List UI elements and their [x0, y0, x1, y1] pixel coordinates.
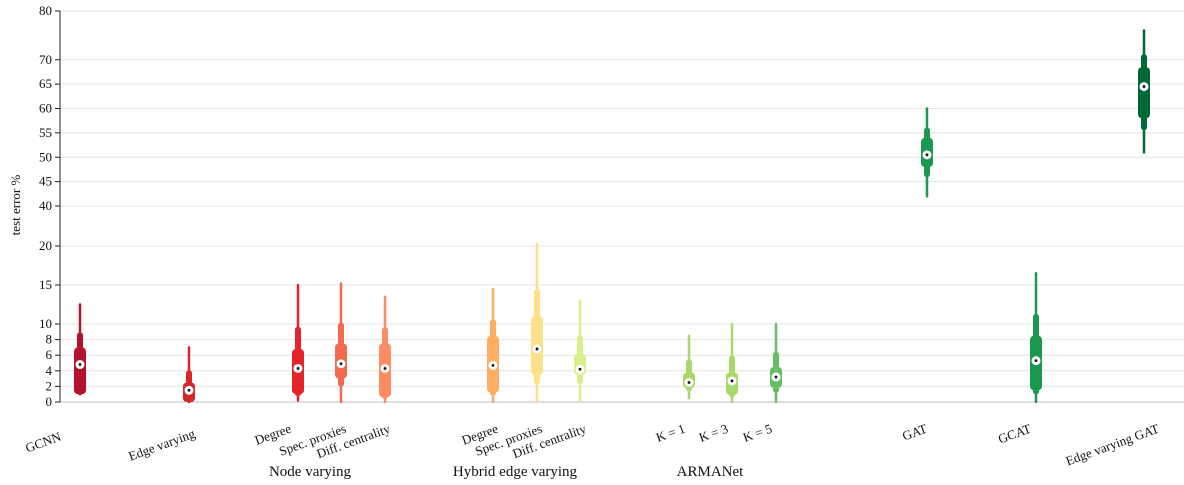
violin-node-varying-diff-centrality: [379, 295, 391, 404]
group-label-hybrid-edge-varying: Hybrid edge varying: [453, 464, 578, 480]
y-tick-label: 20: [39, 238, 52, 253]
iqr-box: [74, 347, 86, 395]
x-tick-label: GCNN: [23, 429, 63, 456]
violin-gcat: [1030, 272, 1042, 404]
median-dot: [78, 363, 82, 366]
y-tick-label: 45: [39, 174, 52, 189]
violin-armanet-k-5: [770, 322, 782, 404]
y-tick-label: 70: [39, 52, 52, 67]
y-tick-label: 55: [39, 125, 52, 140]
median-dot: [491, 363, 495, 367]
violin-node-varying-spec-proxies: [335, 282, 347, 404]
violin-hybrid-edge-varying-spec-proxies: [531, 242, 543, 404]
y-axis-label: test error %: [8, 175, 23, 236]
violin-armanet-k-1: [683, 334, 695, 400]
y-tick-label: 15: [39, 277, 52, 292]
iqr-box: [1138, 67, 1150, 119]
median-dot: [535, 347, 539, 351]
y-tick-label: 2: [46, 378, 53, 393]
x-tick-label: K = 3: [697, 421, 730, 445]
median-dot: [187, 388, 191, 392]
y-tick-label: 4: [46, 363, 53, 378]
median-dot: [383, 367, 387, 370]
x-tick-label: K = 5: [741, 421, 774, 445]
violin-hybrid-edge-varying-diff-centrality: [574, 299, 586, 404]
x-tick-label: GCAT: [996, 421, 1033, 447]
x-tick-label: Edge varying: [126, 426, 197, 464]
x-tick-label: Edge varying GAT: [1064, 421, 1161, 469]
violin-gat: [921, 107, 933, 198]
group-label-node-varying: Node varying: [269, 464, 352, 480]
median-dot: [578, 367, 582, 371]
y-tick-label: 80: [39, 3, 52, 18]
y-tick-label: 8: [46, 332, 53, 347]
y-tick-label: 65: [39, 76, 52, 91]
median-dot: [774, 375, 778, 379]
violins: [74, 29, 1150, 404]
violin-gcnn: [74, 303, 86, 396]
median-dot: [339, 362, 343, 366]
x-tick-label: GAT: [900, 421, 929, 444]
gridlines: [60, 10, 1184, 403]
median-dot: [687, 381, 691, 384]
y-tick-label: 10: [39, 316, 52, 331]
x-tick-label: K = 1: [654, 421, 687, 445]
median-dot: [1142, 85, 1146, 88]
violin-edge-varying: [183, 346, 195, 404]
group-labels: Node varying Hybrid edge varying ARMANet: [269, 464, 744, 480]
y-tick-label: 40: [39, 198, 52, 213]
median-dot: [730, 379, 734, 383]
y-tick-label: 6: [46, 347, 53, 362]
violin-hybrid-edge-varying-degree: [487, 287, 499, 404]
median-dot: [1034, 359, 1038, 363]
violin-node-varying-degree: [292, 283, 304, 402]
y-tick-label: 50: [39, 149, 52, 164]
median-dot: [925, 153, 929, 157]
violin-edge-varying-gat: [1138, 29, 1150, 154]
y-tick-label: 60: [39, 101, 52, 116]
median-dot: [296, 367, 300, 370]
violin-armanet-k-3: [726, 322, 738, 404]
group-label-armanet: ARMANet: [677, 464, 744, 480]
y-tick-label: 0: [46, 394, 53, 409]
